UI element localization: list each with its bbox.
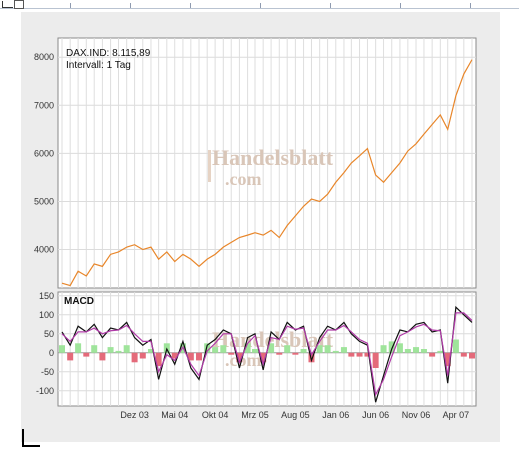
macd-histogram-bar — [67, 352, 74, 361]
macd-histogram-bar — [220, 345, 227, 353]
macd-histogram-bar — [244, 343, 251, 353]
ruler-tick — [400, 3, 401, 8]
macd-histogram-bar — [91, 345, 98, 353]
macd-histogram-bar — [251, 349, 258, 353]
macd-histogram-bar — [147, 349, 154, 353]
macd-histogram-bar — [452, 339, 459, 353]
macd-histogram-bar — [59, 345, 65, 353]
macd-histogram-bar — [413, 347, 420, 353]
macd-histogram-bar — [308, 352, 315, 363]
macd-y-tick-label: 50 — [44, 329, 54, 339]
macd-y-tick-label: 150 — [39, 291, 54, 301]
macd-histogram-bar — [171, 352, 178, 359]
macd-histogram-bar — [228, 352, 235, 355]
macd-y-tick-label: -100 — [36, 386, 54, 396]
text-cursor-foot — [22, 445, 40, 447]
macd-y-tick-label: 100 — [39, 310, 54, 320]
macd-histogram-bar — [469, 352, 475, 359]
macd-signal-line — [61, 312, 473, 397]
macd-histogram-bar — [429, 352, 436, 357]
macd-histogram-bar — [292, 352, 299, 355]
ruler-tick — [470, 3, 471, 8]
macd-histogram-bar — [396, 343, 403, 353]
macd-histogram-bar — [212, 347, 219, 353]
price-y-tick-label: 8000 — [34, 52, 54, 62]
macd-histogram-bar — [276, 352, 283, 355]
macd-x-tick-label: Aug 05 — [281, 410, 310, 420]
macd-histogram-bar — [155, 352, 162, 367]
chart-title: DAX.IND: 8.115,89 — [66, 48, 151, 59]
top-ruler — [0, 0, 519, 9]
macd-y-tick-label: -50 — [41, 367, 54, 377]
macd-histogram-bar — [83, 352, 90, 357]
macd-histogram-bar — [284, 345, 291, 353]
macd-histogram-bar — [380, 345, 387, 353]
macd-histogram-bar — [388, 341, 395, 353]
macd-x-tick-label: Jun 06 — [362, 410, 389, 420]
macd-y-tick-label: 0 — [49, 348, 54, 358]
text-cursor — [22, 429, 24, 446]
price-watermark: Handelsblatt — [212, 145, 334, 170]
macd-histogram-bar — [356, 352, 363, 357]
macd-histogram-bar — [460, 352, 467, 357]
macd-x-tick-label: Mai 04 — [161, 410, 188, 420]
macd-histogram-bar — [187, 352, 194, 361]
macd-x-tick-label: Jan 06 — [322, 410, 349, 420]
ruler-corner-icon[interactable] — [14, 0, 24, 9]
macd-histogram-bar — [404, 349, 411, 353]
ruler-tick — [130, 3, 131, 8]
macd-histogram-bar — [372, 352, 379, 368]
macd-x-tick-label: Mrz 05 — [241, 410, 269, 420]
price-grid — [58, 38, 476, 288]
macd-histogram-bar — [204, 343, 211, 353]
chart-subtitle: Intervall: 1 Tag — [66, 60, 131, 71]
macd-histogram-bar — [348, 352, 355, 357]
macd-x-tick-label: Apr 07 — [443, 410, 470, 420]
macd-histogram-bar — [99, 352, 106, 361]
price-y-tick-label: 4000 — [34, 245, 54, 255]
macd-x-tick-label: Nov 06 — [402, 410, 431, 420]
macd-histogram-bar — [324, 345, 331, 353]
price-watermark-sub: .com — [225, 169, 261, 189]
macd-histogram-bar — [340, 347, 347, 353]
ruler-tick — [330, 3, 331, 8]
macd-histogram-bar — [115, 350, 122, 353]
macd-histogram-bar — [75, 343, 82, 353]
macd-histogram-bar — [139, 352, 146, 359]
macd-histogram-bar — [131, 352, 138, 363]
price-y-tick-label: 6000 — [34, 148, 54, 158]
ruler-arrow-icon — [2, 1, 13, 8]
price-y-ticks: 4000 5000 6000 7000 8000 — [34, 52, 54, 254]
macd-histogram-bar — [437, 350, 444, 353]
macd-watermark-sub: .com — [225, 350, 261, 370]
macd-x-tick-label: Okt 04 — [202, 410, 229, 420]
dax-price-line — [61, 59, 473, 287]
watermark-bar — [208, 150, 211, 182]
macd-histogram-bar — [332, 350, 339, 353]
macd-y-ticks: 150 100 50 0 -50 -100 — [36, 291, 54, 396]
ruler-tick — [260, 3, 261, 8]
price-y-tick-label: 7000 — [34, 100, 54, 110]
macd-histogram-bar — [300, 349, 307, 353]
macd-histogram-bar — [196, 352, 203, 361]
macd-title: MACD — [64, 296, 94, 307]
macd-histogram-bar — [260, 352, 267, 363]
macd-histogram-bar — [236, 352, 243, 363]
macd-histogram-bar — [444, 352, 451, 367]
price-y-tick-label: 5000 — [34, 196, 54, 206]
macd-histogram-bar — [420, 349, 427, 353]
macd-histogram-bar — [316, 345, 323, 353]
ruler-tick — [190, 3, 191, 8]
macd-histogram-bar — [364, 352, 371, 357]
macd-histogram-bar — [107, 347, 114, 353]
macd-x-tick-label: Dez 03 — [120, 410, 149, 420]
macd-x-ticks: Dez 03 Mai 04 Okt 04 Mrz 05 Aug 05 Jan 06 Jun … — [120, 410, 469, 420]
macd-histogram-bar — [268, 343, 275, 353]
macd-histogram-bar — [123, 345, 130, 353]
ruler-tick — [70, 3, 71, 8]
